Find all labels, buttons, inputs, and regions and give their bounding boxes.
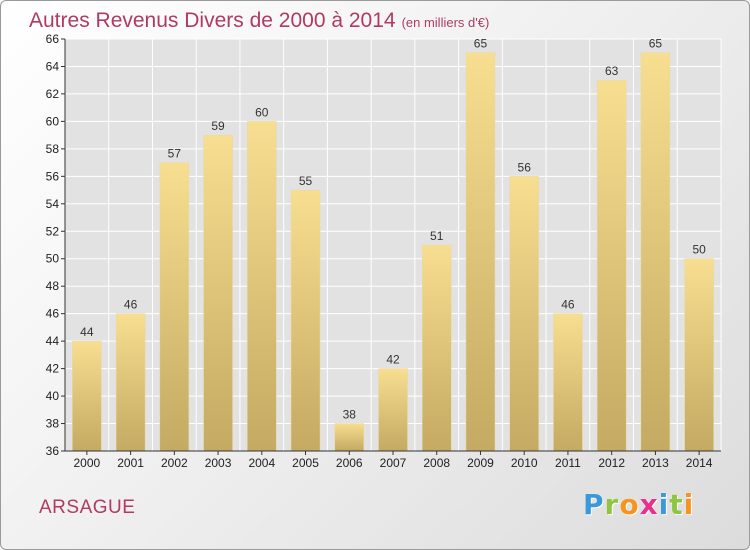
y-tick-label: 58 [46,142,60,156]
chart-title: Autres Revenus Divers de 2000 à 2014 (en … [29,9,489,33]
y-tick-label: 66 [46,32,60,46]
y-tick-label: 40 [46,389,60,403]
data-label-2011: 46 [561,298,575,312]
x-tick-label: 2011 [555,456,581,470]
data-label-2007: 42 [386,353,400,367]
bar-2007 [378,368,408,452]
logo-letter: P [583,488,605,521]
chart-title-main: Autres Revenus Divers de 2000 à 2014 [29,9,396,32]
y-tick-label: 62 [46,87,60,101]
y-tick-label: 64 [46,59,60,73]
data-label-2005: 55 [299,174,313,188]
bar-2002 [159,162,190,452]
bar-2000 [72,340,102,452]
x-tick-label: 2014 [686,456,713,470]
y-tick-label: 38 [46,417,60,431]
bar-2003 [203,134,233,452]
x-tick-label: 2004 [248,456,275,470]
data-label-2008: 51 [430,229,444,243]
x-tick-label: 2006 [336,456,363,470]
logo-letter: o [619,488,640,521]
y-tick-label: 36 [46,444,60,458]
bar-2006 [334,423,365,452]
bars: 44 46 57 59 60 55 38 42 51 65 56 46 63 65 50 [72,37,714,452]
axes: 36 38 40 42 44 46 48 50 52 54 56 58 60 62 64 66 2000 2001… [46,32,721,470]
x-tick-label: 2002 [161,456,188,470]
data-label-2009: 65 [474,37,488,51]
x-tick-label: 2010 [511,456,538,470]
y-tick-label: 42 [46,362,60,376]
data-label-2000: 44 [80,325,94,339]
y-tick-label: 54 [46,197,60,211]
bar-2014 [684,258,714,452]
data-label-2002: 57 [168,147,182,161]
bar-2001 [115,313,146,452]
logo-letter: r [604,488,620,521]
bar-2011 [553,313,583,452]
bar-2008 [421,244,452,452]
data-label-2013: 65 [649,37,663,51]
bar-2004 [247,121,277,452]
chart-title-unit: (en milliers d'€) [401,15,490,30]
bar-2013 [640,52,671,452]
x-tick-label: 2013 [642,456,669,470]
commune-name: ARSAGUE [39,497,136,518]
bar-2009 [465,52,496,452]
bar-2012 [596,79,627,452]
x-tick-label: 2012 [598,456,625,470]
x-tick-label: 2008 [423,456,450,470]
x-tick-label: 2000 [74,456,101,470]
data-label-2010: 56 [518,160,532,174]
data-label-2003: 59 [211,119,225,133]
x-tick-label: 2001 [117,456,144,470]
bar-2005 [290,189,321,452]
data-label-2014: 50 [692,243,706,257]
y-tick-label: 52 [46,224,60,238]
logo-letter: i [683,488,695,521]
logo-letter: i [658,488,670,521]
logo-letter: x [639,488,659,521]
y-tick-label: 56 [46,169,60,183]
data-label-2001: 46 [124,298,138,312]
data-label-2012: 63 [605,64,619,78]
x-tick-label: 2007 [380,456,407,470]
x-tick-label: 2009 [467,456,494,470]
y-tick-label: 60 [46,114,60,128]
y-tick-label: 44 [46,334,60,348]
logo-letter: t [669,488,684,521]
x-tick-label: 2005 [292,456,319,470]
y-tick-label: 48 [46,279,60,293]
y-tick-label: 50 [46,252,60,266]
data-label-2006: 38 [343,408,357,422]
bar-2010 [509,176,539,452]
data-label-2004: 60 [255,105,269,119]
proxiti-logo[interactable]: Proxiti [583,488,694,521]
x-tick-label: 2003 [205,456,232,470]
y-tick-label: 46 [46,307,60,321]
